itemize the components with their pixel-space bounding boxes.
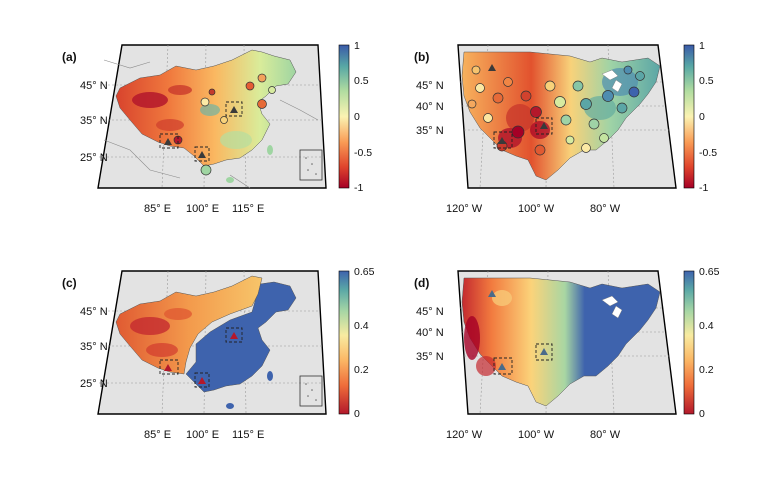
station-markers — [173, 73, 276, 176]
cb-tick-b-0: 1 — [699, 40, 705, 52]
site-triangles — [488, 290, 548, 370]
map-usa-correlation: 45° N 40° N 35° N 120° W 100° W 80° W 1 … — [416, 40, 717, 215]
panel-c: (c) — [0, 238, 390, 476]
cb-tick-c-0: 0.65 — [354, 266, 375, 278]
lon-label-a-0: 85° E — [144, 203, 171, 215]
cb-tick-a-0: 1 — [354, 40, 360, 52]
cb-tick-a-2: 0 — [354, 111, 360, 123]
lat-label-a-0: 45° N — [80, 80, 108, 92]
cb-tick-c-2: 0.2 — [354, 364, 369, 376]
inset-south-china-sea — [299, 375, 323, 407]
lat-label-d-1: 40° N — [416, 327, 444, 339]
panel-label-c: (c) — [62, 276, 77, 290]
panel-label-a: (a) — [62, 50, 77, 64]
site-triangles — [488, 64, 548, 144]
lat-label-b-2: 35° N — [416, 125, 444, 137]
cb-tick-b-2: 0 — [699, 111, 705, 123]
cb-tick-a-1: 0.5 — [354, 75, 369, 87]
cb-tick-d-2: 0.2 — [699, 364, 714, 376]
panel-b: (b) — [390, 0, 780, 238]
colorbar-d — [683, 270, 695, 415]
lat-label-c-1: 35° N — [80, 341, 108, 353]
map-china-sensitivity: 45° N 35° N 25° N 85° E 100° E 115° E 0.… — [80, 266, 375, 441]
lon-label-d-0: 120° W — [446, 429, 483, 441]
lon-label-a-2: 115° E — [232, 203, 264, 215]
coastal-red-patches — [464, 290, 512, 376]
lat-label-c-2: 25° N — [80, 378, 108, 390]
lon-label-d-1: 100° W — [518, 429, 555, 441]
lat-label-d-2: 35° N — [416, 351, 444, 363]
lat-label-a-1: 35° N — [80, 115, 108, 127]
colorbar-c — [338, 270, 350, 415]
island-taiwan — [267, 371, 273, 381]
map-china-correlation: 45° N 35° N 25° N 85° E 100° E 115° E 1 … — [80, 40, 372, 215]
great-lakes — [601, 295, 623, 319]
colorbar-a — [338, 44, 350, 189]
cb-tick-b-1: 0.5 — [699, 75, 714, 87]
lon-label-b-0: 120° W — [446, 203, 483, 215]
cb-tick-a-3: -0.5 — [354, 147, 372, 159]
panel-d: (d) 45° N 40° N — [390, 238, 780, 476]
lat-label-b-0: 45° N — [416, 80, 444, 92]
cb-tick-c-3: 0 — [354, 408, 360, 420]
lon-label-b-2: 80° W — [590, 203, 621, 215]
island-hainan — [226, 177, 234, 183]
high-negative-patches — [132, 85, 252, 149]
site-triangles — [164, 332, 238, 384]
cb-tick-d-0: 0.65 — [699, 266, 720, 278]
lon-label-b-1: 100° W — [518, 203, 555, 215]
station-markers — [467, 65, 645, 156]
study-boxes — [159, 327, 243, 388]
map-usa-sensitivity: 45° N 40° N 35° N 120° W 100° W 80° W 0.… — [416, 266, 720, 441]
great-lakes — [601, 69, 623, 93]
island-hainan — [226, 403, 234, 409]
lat-label-d-0: 45° N — [416, 306, 444, 318]
lon-label-c-1: 100° E — [186, 429, 219, 441]
cb-tick-c-1: 0.4 — [354, 320, 369, 332]
panel-a: (a) — [0, 0, 390, 238]
lon-label-a-1: 100° E — [186, 203, 219, 215]
cb-tick-d-1: 0.4 — [699, 320, 714, 332]
cb-tick-d-3: 0 — [699, 408, 705, 420]
lon-label-c-0: 85° E — [144, 429, 171, 441]
country-borders — [103, 59, 319, 189]
colorbar-b — [683, 44, 695, 189]
cb-tick-b-4: -1 — [699, 182, 708, 194]
lat-label-c-0: 45° N — [80, 306, 108, 318]
island-taiwan — [267, 145, 273, 155]
lon-label-c-2: 115° E — [232, 429, 264, 441]
study-boxes — [159, 101, 243, 162]
study-boxes — [493, 117, 553, 149]
inset-south-china-sea — [299, 149, 323, 181]
cb-tick-a-4: -1 — [354, 182, 363, 194]
inset-islands — [305, 157, 317, 175]
lat-label-a-2: 25° N — [80, 152, 108, 164]
cb-tick-b-3: -0.5 — [699, 147, 717, 159]
site-triangles — [164, 106, 238, 158]
study-boxes — [493, 343, 553, 375]
low-value-patches — [130, 308, 192, 357]
lon-label-d-2: 80° W — [590, 429, 621, 441]
panel-label-b: (b) — [414, 50, 430, 64]
inset-islands — [305, 383, 317, 401]
lat-label-b-1: 40° N — [416, 101, 444, 113]
panel-label-d: (d) — [414, 276, 430, 290]
